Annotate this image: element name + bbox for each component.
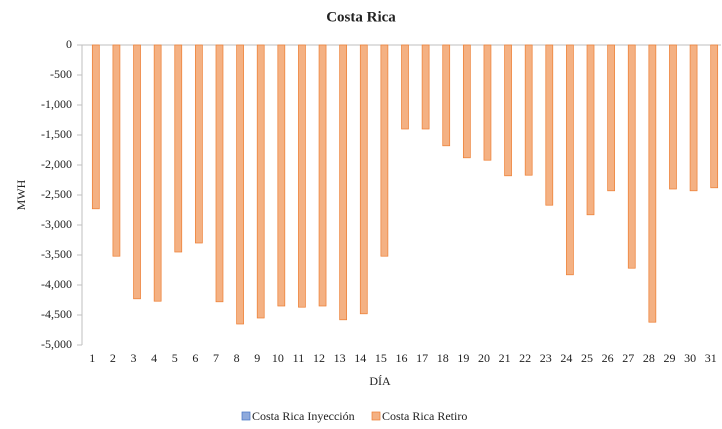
bar: [401, 44, 409, 130]
bar: [256, 44, 265, 319]
x-tick-label: 9: [254, 351, 260, 365]
bar: [421, 44, 430, 130]
x-tick-label: 23: [540, 351, 552, 365]
bar: [586, 44, 595, 216]
bar: [545, 44, 554, 206]
bar: [689, 44, 698, 192]
bar: [112, 44, 121, 257]
bar: [627, 44, 636, 269]
x-tick-label: 15: [375, 351, 387, 365]
chart-title: Costa Rica: [326, 9, 396, 25]
y-axis-label: MWH: [14, 179, 28, 210]
bar: [462, 44, 471, 159]
bar: [174, 44, 183, 253]
y-tick-label: -2,500: [41, 187, 72, 201]
y-tick-label: -3,500: [41, 247, 72, 261]
x-tick-label: 12: [313, 351, 325, 365]
x-tick-label: 20: [478, 351, 490, 365]
legend-swatch: [241, 411, 251, 421]
legend-label: Costa Rica Retiro: [382, 409, 467, 423]
bar: [318, 44, 327, 307]
y-tick-label: -4,500: [41, 307, 72, 321]
x-tick-label: 5: [172, 351, 178, 365]
y-tick-label: -4,000: [41, 277, 72, 291]
bar: [133, 44, 141, 300]
y-tick-label: 0: [66, 37, 72, 51]
x-tick-label: 4: [151, 351, 157, 365]
x-tick-label: 2: [110, 351, 116, 365]
bar: [380, 44, 389, 257]
x-tick-label: 8: [234, 351, 240, 365]
bar: [298, 44, 306, 308]
bar: [504, 44, 512, 177]
x-tick-label: 7: [213, 351, 219, 365]
bar: [91, 44, 100, 210]
bar: [153, 44, 162, 302]
legend-label: Costa Rica Inyección: [252, 409, 355, 423]
bar: [483, 44, 492, 161]
x-tick-label: 26: [602, 351, 614, 365]
y-tick-label: -5,000: [41, 337, 72, 351]
x-tick-label: 18: [437, 351, 449, 365]
x-tick-label: 1: [89, 351, 95, 365]
x-tick-label: 10: [272, 351, 284, 365]
bar: [277, 44, 286, 307]
x-tick-label: 22: [519, 351, 531, 365]
x-tick-label: 3: [131, 351, 137, 365]
x-tick-label: 31: [705, 351, 717, 365]
x-tick-label: 24: [560, 351, 572, 365]
y-tick-label: -2,000: [41, 157, 72, 171]
x-tick-label: 6: [192, 351, 198, 365]
bar: [669, 44, 677, 190]
bar: [339, 44, 348, 321]
y-tick-label: -3,000: [41, 217, 72, 231]
x-tick-label: 11: [293, 351, 305, 365]
x-axis-label: DÍA: [369, 374, 391, 388]
bar: [215, 44, 224, 303]
bar: [236, 44, 244, 325]
bar: [442, 44, 451, 147]
y-tick-label: -1,500: [41, 127, 72, 141]
bar: [648, 44, 657, 323]
y-tick-label: -1,000: [41, 97, 72, 111]
legend-swatch: [371, 411, 381, 421]
bar: [710, 44, 719, 189]
y-tick-label: -500: [50, 67, 72, 81]
x-tick-label: 30: [684, 351, 696, 365]
bar: [195, 44, 203, 244]
bar: [524, 44, 533, 176]
bar: [607, 44, 615, 192]
x-tick-label: 17: [416, 351, 428, 365]
bar: [359, 44, 368, 315]
x-tick-label: 21: [499, 351, 511, 365]
x-tick-label: 16: [396, 351, 408, 365]
x-tick-label: 27: [622, 351, 634, 365]
x-tick-label: 14: [354, 351, 366, 365]
x-tick-label: 28: [643, 351, 655, 365]
x-tick-label: 13: [334, 351, 346, 365]
x-tick-label: 29: [663, 351, 675, 365]
x-tick-label: 19: [457, 351, 469, 365]
bar: [566, 44, 574, 276]
x-tick-label: 25: [581, 351, 593, 365]
